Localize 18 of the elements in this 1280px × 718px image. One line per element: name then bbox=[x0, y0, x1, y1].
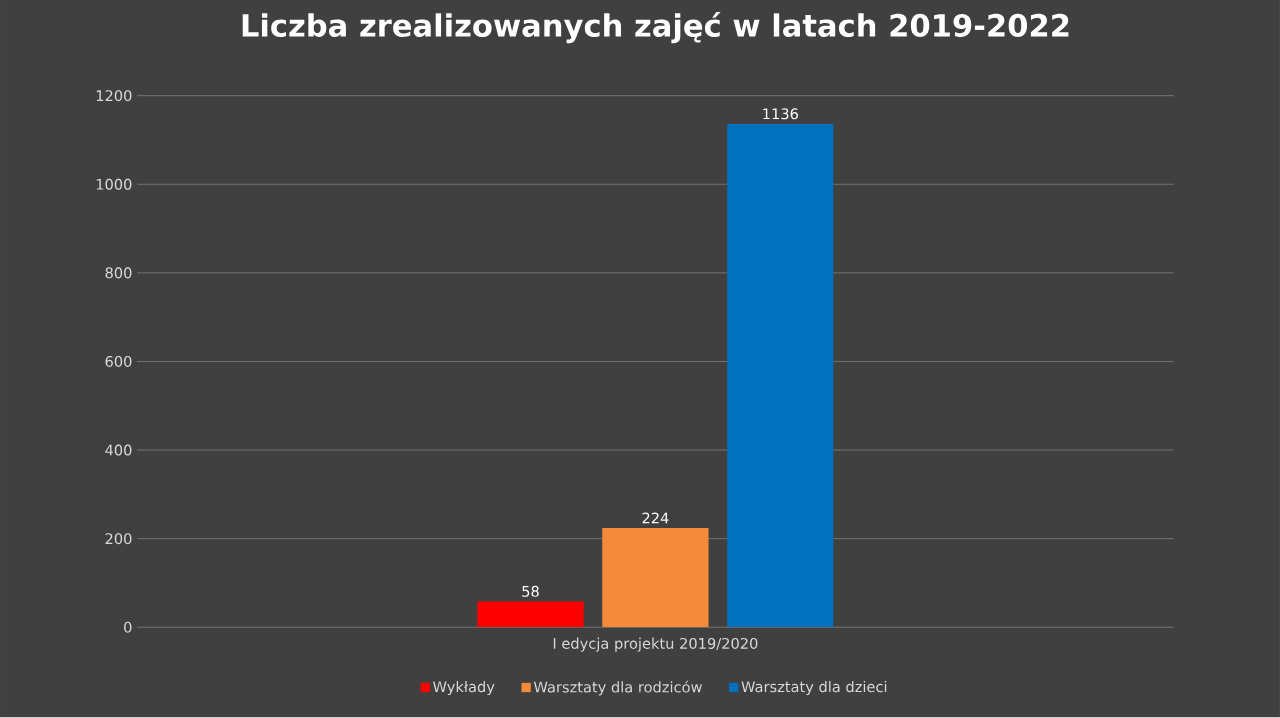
data-label: 58 bbox=[522, 586, 539, 598]
data-label: 224 bbox=[642, 512, 669, 524]
y-tick-label: 200 bbox=[105, 533, 132, 545]
bar bbox=[602, 528, 709, 628]
y-tick-label: 1200 bbox=[96, 90, 132, 102]
y-tick-label: 800 bbox=[105, 267, 132, 279]
bar bbox=[477, 601, 584, 628]
legend-label: Warsztaty dla dzieci bbox=[741, 681, 887, 696]
y-tick-label: 0 bbox=[124, 621, 132, 633]
y-tick-label: 400 bbox=[105, 444, 132, 456]
bar bbox=[727, 124, 834, 628]
data-label: 1136 bbox=[763, 108, 798, 120]
y-tick-label: 600 bbox=[105, 356, 132, 368]
chart-title: Liczba zrealizowanych zajęć w latach 2019-2022 bbox=[242, 12, 1069, 44]
legend-label: Wykłady bbox=[433, 681, 495, 696]
y-tick-label: 1000 bbox=[96, 178, 132, 190]
x-tick-label: I edycja projektu 2019/2020 bbox=[553, 637, 758, 652]
legend-label: Warsztaty dla rodziców bbox=[533, 680, 702, 696]
